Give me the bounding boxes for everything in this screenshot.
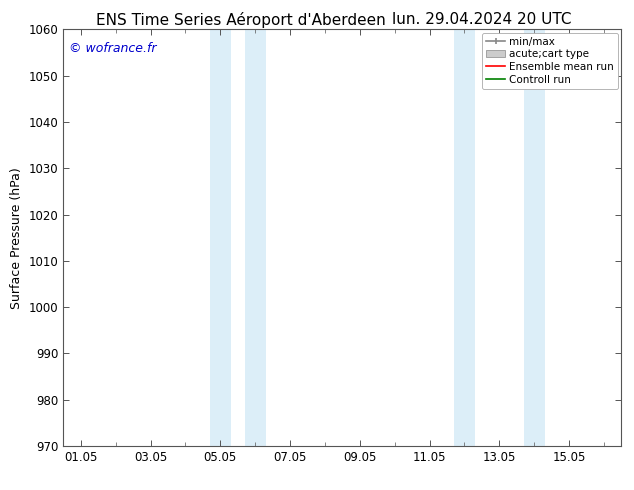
Bar: [454, 29, 475, 446]
Y-axis label: Surface Pressure (hPa): Surface Pressure (hPa): [10, 167, 23, 309]
Legend: min/max, acute;cart type, Ensemble mean run, Controll run: min/max, acute;cart type, Ensemble mean …: [482, 32, 618, 89]
Text: lun. 29.04.2024 20 UTC: lun. 29.04.2024 20 UTC: [392, 12, 572, 27]
Bar: [245, 29, 266, 446]
Text: ENS Time Series Aéroport d'Aberdeen: ENS Time Series Aéroport d'Aberdeen: [96, 12, 386, 28]
Bar: [210, 29, 231, 446]
Text: © wofrance.fr: © wofrance.fr: [69, 42, 157, 55]
Bar: [524, 29, 545, 446]
